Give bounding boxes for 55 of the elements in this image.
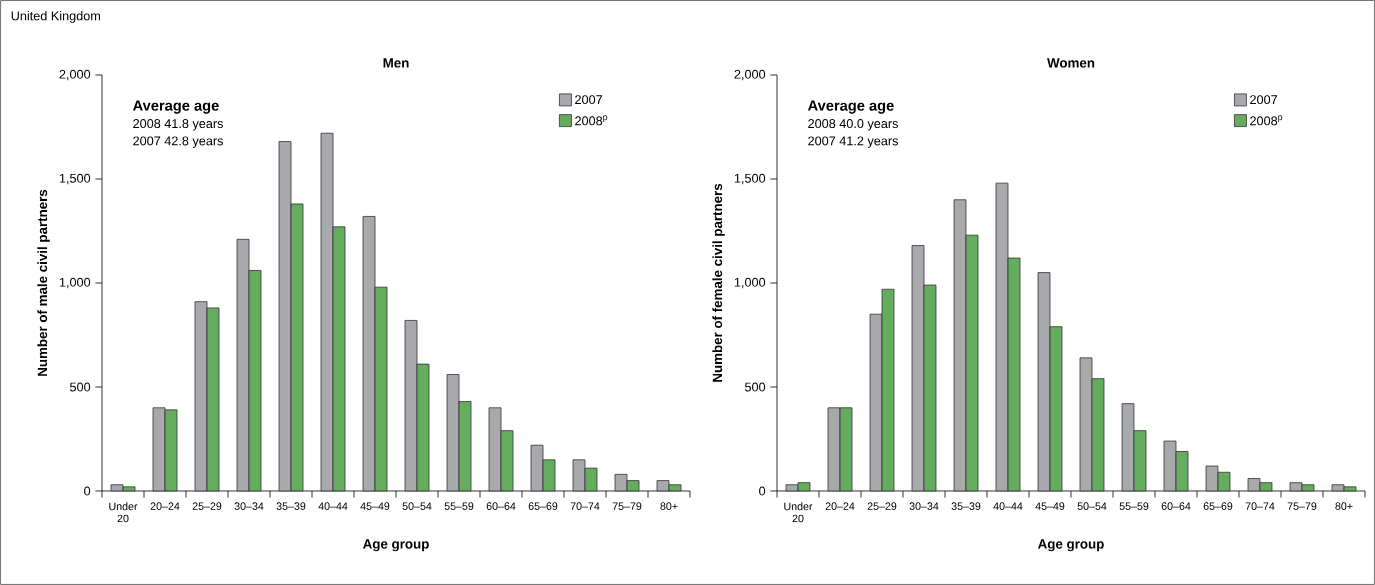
y-axis-title: Number of female civil partners: [712, 183, 725, 382]
legend-label: 2007: [575, 95, 603, 105]
annotation: Average age: [807, 100, 894, 114]
y-tick-label: 1,500: [59, 173, 91, 185]
y-tick-label: 500: [70, 382, 91, 392]
chart-title: Men: [383, 58, 409, 68]
x-tick-label: 60–64: [486, 502, 516, 510]
annotation: 2008 40.0 years: [808, 119, 898, 131]
x-tick-label: Under 20: [784, 502, 813, 523]
legend-label: 2008$^{p}$: [575, 115, 608, 126]
x-tick-label: 35–39: [276, 502, 306, 510]
y-tick-label: 1,500: [734, 173, 766, 185]
x-tick-label: 65–69: [1203, 502, 1233, 510]
y-tick-label: 1,000: [734, 277, 766, 289]
x-axis-title: Age group: [363, 539, 429, 552]
x-tick-label: 20–24: [825, 502, 855, 510]
x-tick-label: 55–59: [444, 502, 474, 510]
x-tick-label: 40–44: [993, 502, 1023, 510]
x-tick-label: 45–49: [360, 502, 390, 510]
x-tick-label: 20–24: [150, 502, 180, 510]
x-tick-label: 50–54: [402, 502, 432, 510]
chart-title: Women: [1047, 58, 1095, 68]
y-axis-title: Number of male civil partners: [37, 189, 50, 376]
x-tick-label: 60–64: [1161, 502, 1191, 510]
x-tick-label: 35–39: [951, 502, 981, 510]
y-tick-label: 2,000: [734, 69, 766, 81]
x-tick-label: 25–29: [192, 502, 222, 510]
y-tick-label: 0: [759, 486, 766, 496]
x-tick-label: 50–54: [1077, 502, 1107, 510]
chart-subtitle: United Kingdom: [11, 11, 100, 23]
legend-label: 2008$^{p}$: [1250, 115, 1283, 126]
x-tick-label: 25–29: [867, 502, 897, 510]
x-tick-label: 75–79: [612, 502, 642, 510]
x-axis-title: Age group: [1038, 539, 1104, 552]
y-tick-label: 500: [745, 382, 766, 392]
x-tick-label: 30–34: [909, 502, 939, 510]
x-tick-label: 55–59: [1119, 502, 1149, 510]
x-tick-label: 65–69: [528, 502, 558, 510]
legend-label: 2007: [1250, 95, 1278, 105]
annotation: 2007 41.2 years: [808, 136, 898, 148]
y-tick-label: 0: [84, 486, 91, 496]
x-tick-label: Under 20: [109, 502, 138, 523]
x-tick-label: 70–74: [1245, 502, 1275, 510]
x-tick-label: 75–79: [1287, 502, 1317, 510]
x-tick-label: 30–34: [234, 502, 264, 510]
x-tick-label: 70–74: [570, 502, 600, 510]
x-tick-label: 45–49: [1035, 502, 1065, 510]
annotation: 2007 42.8 years: [133, 136, 223, 148]
annotation: Average age: [132, 100, 219, 114]
x-tick-label: 40–44: [318, 502, 348, 510]
x-tick-label: 80+: [1335, 502, 1353, 510]
y-tick-label: 2,000: [59, 69, 91, 81]
y-tick-label: 1,000: [59, 277, 91, 289]
x-tick-label: 80+: [660, 502, 678, 510]
annotation: 2008 41.8 years: [133, 119, 223, 131]
